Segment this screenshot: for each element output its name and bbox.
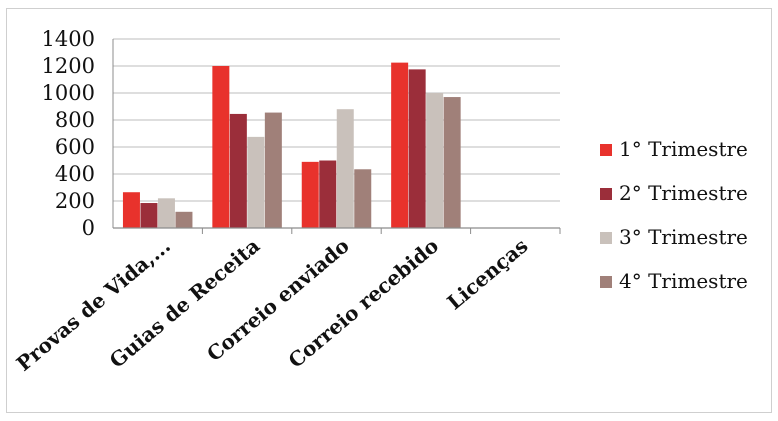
legend-label: 4° Trimestre [619, 269, 748, 293]
bar [264, 112, 282, 228]
y-axis: 0 200 400 600 800 1000 1200 1400 [42, 27, 114, 240]
legend-swatch [600, 188, 612, 200]
bar [301, 161, 319, 228]
legend-label: 2° Trimestre [619, 181, 748, 205]
y-tick-label: 600 [55, 135, 95, 159]
bar [229, 113, 247, 228]
bar [426, 93, 444, 228]
bar [354, 169, 372, 228]
x-tick-label: Guias de Receita [105, 233, 265, 372]
legend: 1° Trimestre 2° Trimestre 3° Trimestre 4° T… [600, 137, 748, 293]
legend-label: 1° Trimestre [619, 137, 748, 161]
legend-swatch [600, 232, 612, 244]
x-tick-label: Correio recebido [284, 233, 443, 372]
bar [408, 69, 426, 228]
y-tick-label: 200 [55, 189, 95, 213]
bar [140, 203, 158, 228]
y-tick-label: 1400 [42, 27, 95, 51]
bar [319, 160, 337, 228]
legend-swatch [600, 276, 612, 288]
bar [122, 192, 140, 228]
x-tick-label: Licenças [442, 233, 532, 314]
bar [247, 136, 265, 228]
y-tick-label: 800 [55, 108, 95, 132]
bar [175, 211, 193, 228]
bar [157, 198, 175, 228]
y-tick-label: 1200 [42, 54, 95, 78]
x-tick-label: Provas de Vida,... [12, 233, 175, 375]
bar [336, 109, 354, 228]
gridlines [113, 38, 560, 202]
legend-label: 3° Trimestre [619, 225, 748, 249]
x-axis: Provas de Vida,...Guias de ReceitaCorrei… [12, 227, 561, 376]
legend-swatch [600, 144, 612, 156]
bar [212, 66, 230, 228]
y-tick-label: 400 [55, 162, 95, 186]
y-tick-label: 0 [82, 216, 95, 240]
bar [391, 62, 409, 228]
bars [122, 62, 461, 228]
y-tick-label: 1000 [42, 81, 95, 105]
bar [443, 97, 461, 228]
